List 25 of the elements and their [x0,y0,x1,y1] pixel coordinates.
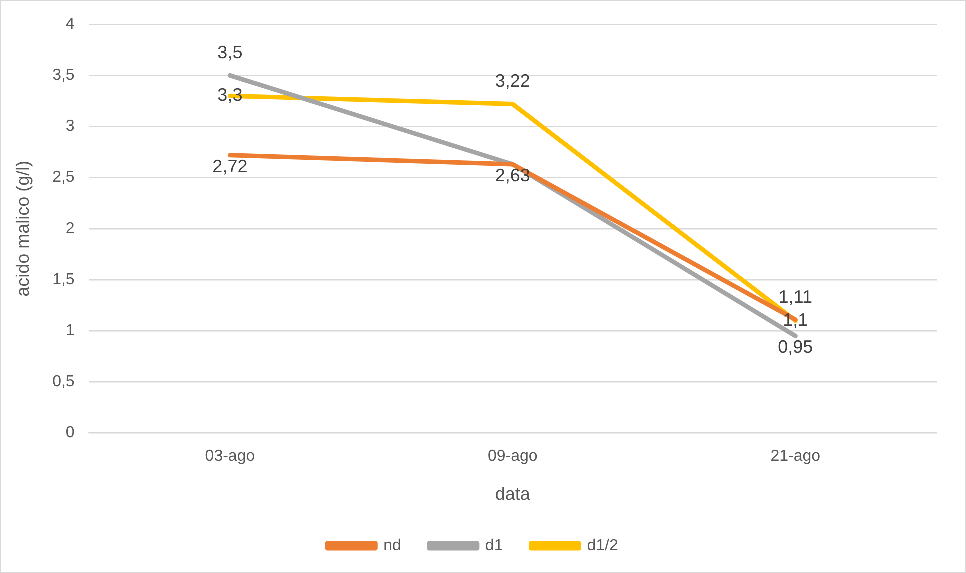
x-tick-label: 09-ago [488,448,538,466]
data-label: 3,3 [218,85,243,106]
x-tick-label: 21-ago [770,448,821,466]
y-tick-label: 1 [66,322,75,340]
y-tick-label: 0 [66,424,75,442]
x-tick-label: 03-ago [205,448,256,466]
y-tick-label: 2 [66,220,75,238]
legend-label: d1 [485,537,504,554]
data-label: 1,11 [778,286,812,307]
data-label: 3,22 [495,71,530,92]
data-label: 0,95 [778,337,814,358]
y-tick-label: 4 [66,16,75,34]
x-axis-title: data [495,484,532,504]
data-label: 2,63 [495,166,530,186]
y-tick-label: 0,5 [52,374,75,391]
legend-label: d1/2 [587,537,618,554]
data-label: 1,1 [783,310,808,330]
y-tick-label: 2,5 [52,169,75,186]
y-tick-label: 1,5 [52,271,75,288]
y-tick-label: 3 [66,118,75,136]
y-tick-label: 3,5 [52,67,75,84]
legend-label: nd [384,537,402,554]
y-axis-title: acido malico (g/l) [12,160,33,297]
data-label: 2,72 [212,156,248,176]
data-label: 3,5 [218,42,243,63]
